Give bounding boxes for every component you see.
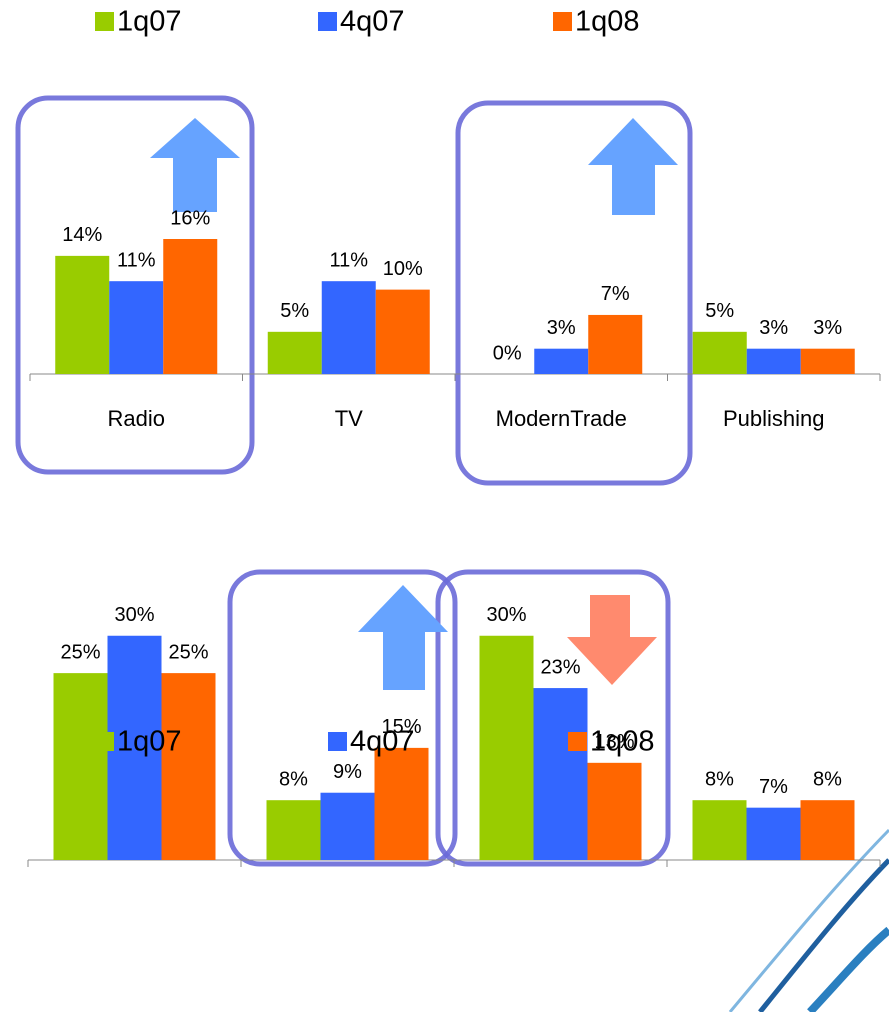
- bar: [374, 747, 429, 860]
- legend-label: 1q08: [575, 6, 640, 38]
- bar: [109, 281, 164, 374]
- value-label: 25%: [60, 641, 100, 663]
- up-arrow: [358, 585, 448, 690]
- bar: [479, 635, 534, 860]
- decoration: [728, 828, 889, 1012]
- legend-label: 1q08: [590, 726, 655, 758]
- x-tick-label: Radio: [108, 406, 165, 431]
- up-arrow: [150, 118, 240, 212]
- highlight-box: [435, 569, 671, 867]
- legend-swatch: [95, 732, 114, 751]
- value-label: 14%: [62, 224, 102, 246]
- value-label: 5%: [705, 300, 734, 322]
- legend-swatch: [95, 12, 114, 31]
- value-label: 8%: [705, 768, 734, 790]
- value-label: 10%: [383, 258, 423, 280]
- bar: [267, 331, 322, 374]
- decoration: [758, 858, 889, 1012]
- bar: [692, 800, 747, 860]
- x-tick-label: TV: [335, 406, 363, 431]
- value-label: 9%: [333, 761, 362, 783]
- value-label: 5%: [280, 300, 309, 322]
- bar: [266, 800, 321, 860]
- bar: [587, 762, 642, 860]
- bar: [163, 239, 218, 374]
- x-tick-label: Publishing: [723, 406, 825, 431]
- legend-swatch: [568, 732, 587, 751]
- value-label: 23%: [540, 656, 580, 678]
- bar: [375, 289, 430, 374]
- bar: [321, 281, 376, 374]
- bar: [800, 800, 855, 860]
- legend-label: 4q07: [350, 726, 415, 758]
- bar: [800, 348, 855, 374]
- bar: [161, 673, 216, 860]
- bar: [746, 807, 801, 860]
- highlight-box: [227, 569, 458, 867]
- down-arrow: [567, 595, 657, 685]
- value-label: 8%: [813, 768, 842, 790]
- bar: [746, 348, 801, 374]
- highlight-box: [15, 95, 255, 475]
- bar: [107, 635, 162, 860]
- value-label: 3%: [759, 317, 788, 339]
- value-label: 16%: [170, 207, 210, 229]
- bar: [55, 255, 110, 374]
- up-arrow: [588, 118, 678, 215]
- value-label: 7%: [759, 776, 788, 798]
- legend-swatch: [318, 12, 337, 31]
- value-label: 7%: [601, 283, 630, 305]
- bar: [533, 688, 588, 860]
- decoration: [807, 926, 889, 1012]
- value-label: 30%: [114, 604, 154, 626]
- legend-swatch: [328, 732, 347, 751]
- value-label: 8%: [279, 768, 308, 790]
- value-label: 25%: [168, 641, 208, 663]
- value-label: 3%: [547, 317, 576, 339]
- value-label: 11%: [329, 249, 368, 271]
- bar: [588, 314, 643, 374]
- bar: [692, 331, 747, 374]
- bar: [534, 348, 589, 374]
- value-label: 3%: [813, 317, 842, 339]
- value-label: 11%: [117, 249, 156, 271]
- legend-label: 1q07: [117, 6, 182, 38]
- value-label: 0%: [493, 342, 522, 364]
- bar: [53, 673, 108, 860]
- legend-swatch: [553, 12, 572, 31]
- legend-label: 4q07: [340, 6, 405, 38]
- value-label: 30%: [486, 604, 526, 626]
- x-tick-label: ModernTrade: [496, 406, 627, 431]
- bar: [320, 792, 375, 860]
- value-label: 13%: [594, 731, 634, 753]
- value-label: 15%: [381, 716, 421, 738]
- legend-label: 1q07: [117, 726, 182, 758]
- highlight-box: [455, 100, 693, 486]
